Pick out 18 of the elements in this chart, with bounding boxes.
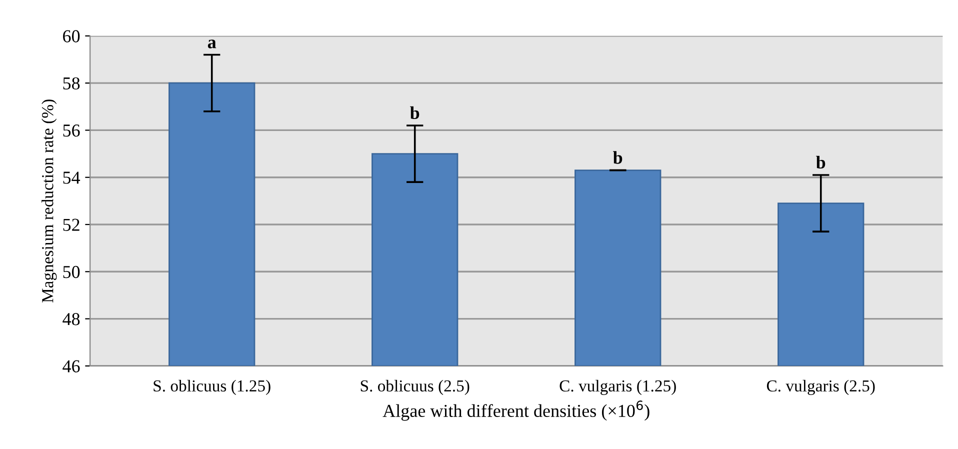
x-tick-label: S. oblicuus (2.5) [360, 380, 470, 395]
y-tick-label: 60 [63, 30, 80, 42]
y-tick-label: 52 [63, 218, 80, 231]
y-tick-label: 50 [63, 266, 80, 278]
y-tick-label: 48 [62, 313, 80, 326]
x-axis-title: Algae with different densities (×10$^{6}$) [382, 400, 650, 421]
y-tick-label: 46 [62, 360, 80, 372]
annotation: a [208, 40, 216, 48]
x-tick-label: C. vulgaris (1.25) [560, 380, 676, 395]
annotation: b [410, 106, 420, 120]
x-tick-label: S. oblicuus (1.25) [154, 380, 270, 395]
y-tick-label: 56 [63, 124, 80, 137]
y-tick-label: 58 [63, 77, 80, 90]
x-tick-label: C. vulgaris (2.5) [766, 380, 875, 395]
y-tick-label: 54 [63, 172, 80, 184]
y-axis-title: Magnesium reduction rate (%) [42, 100, 57, 302]
annotation: b [816, 156, 826, 169]
annotation: b [613, 151, 622, 164]
